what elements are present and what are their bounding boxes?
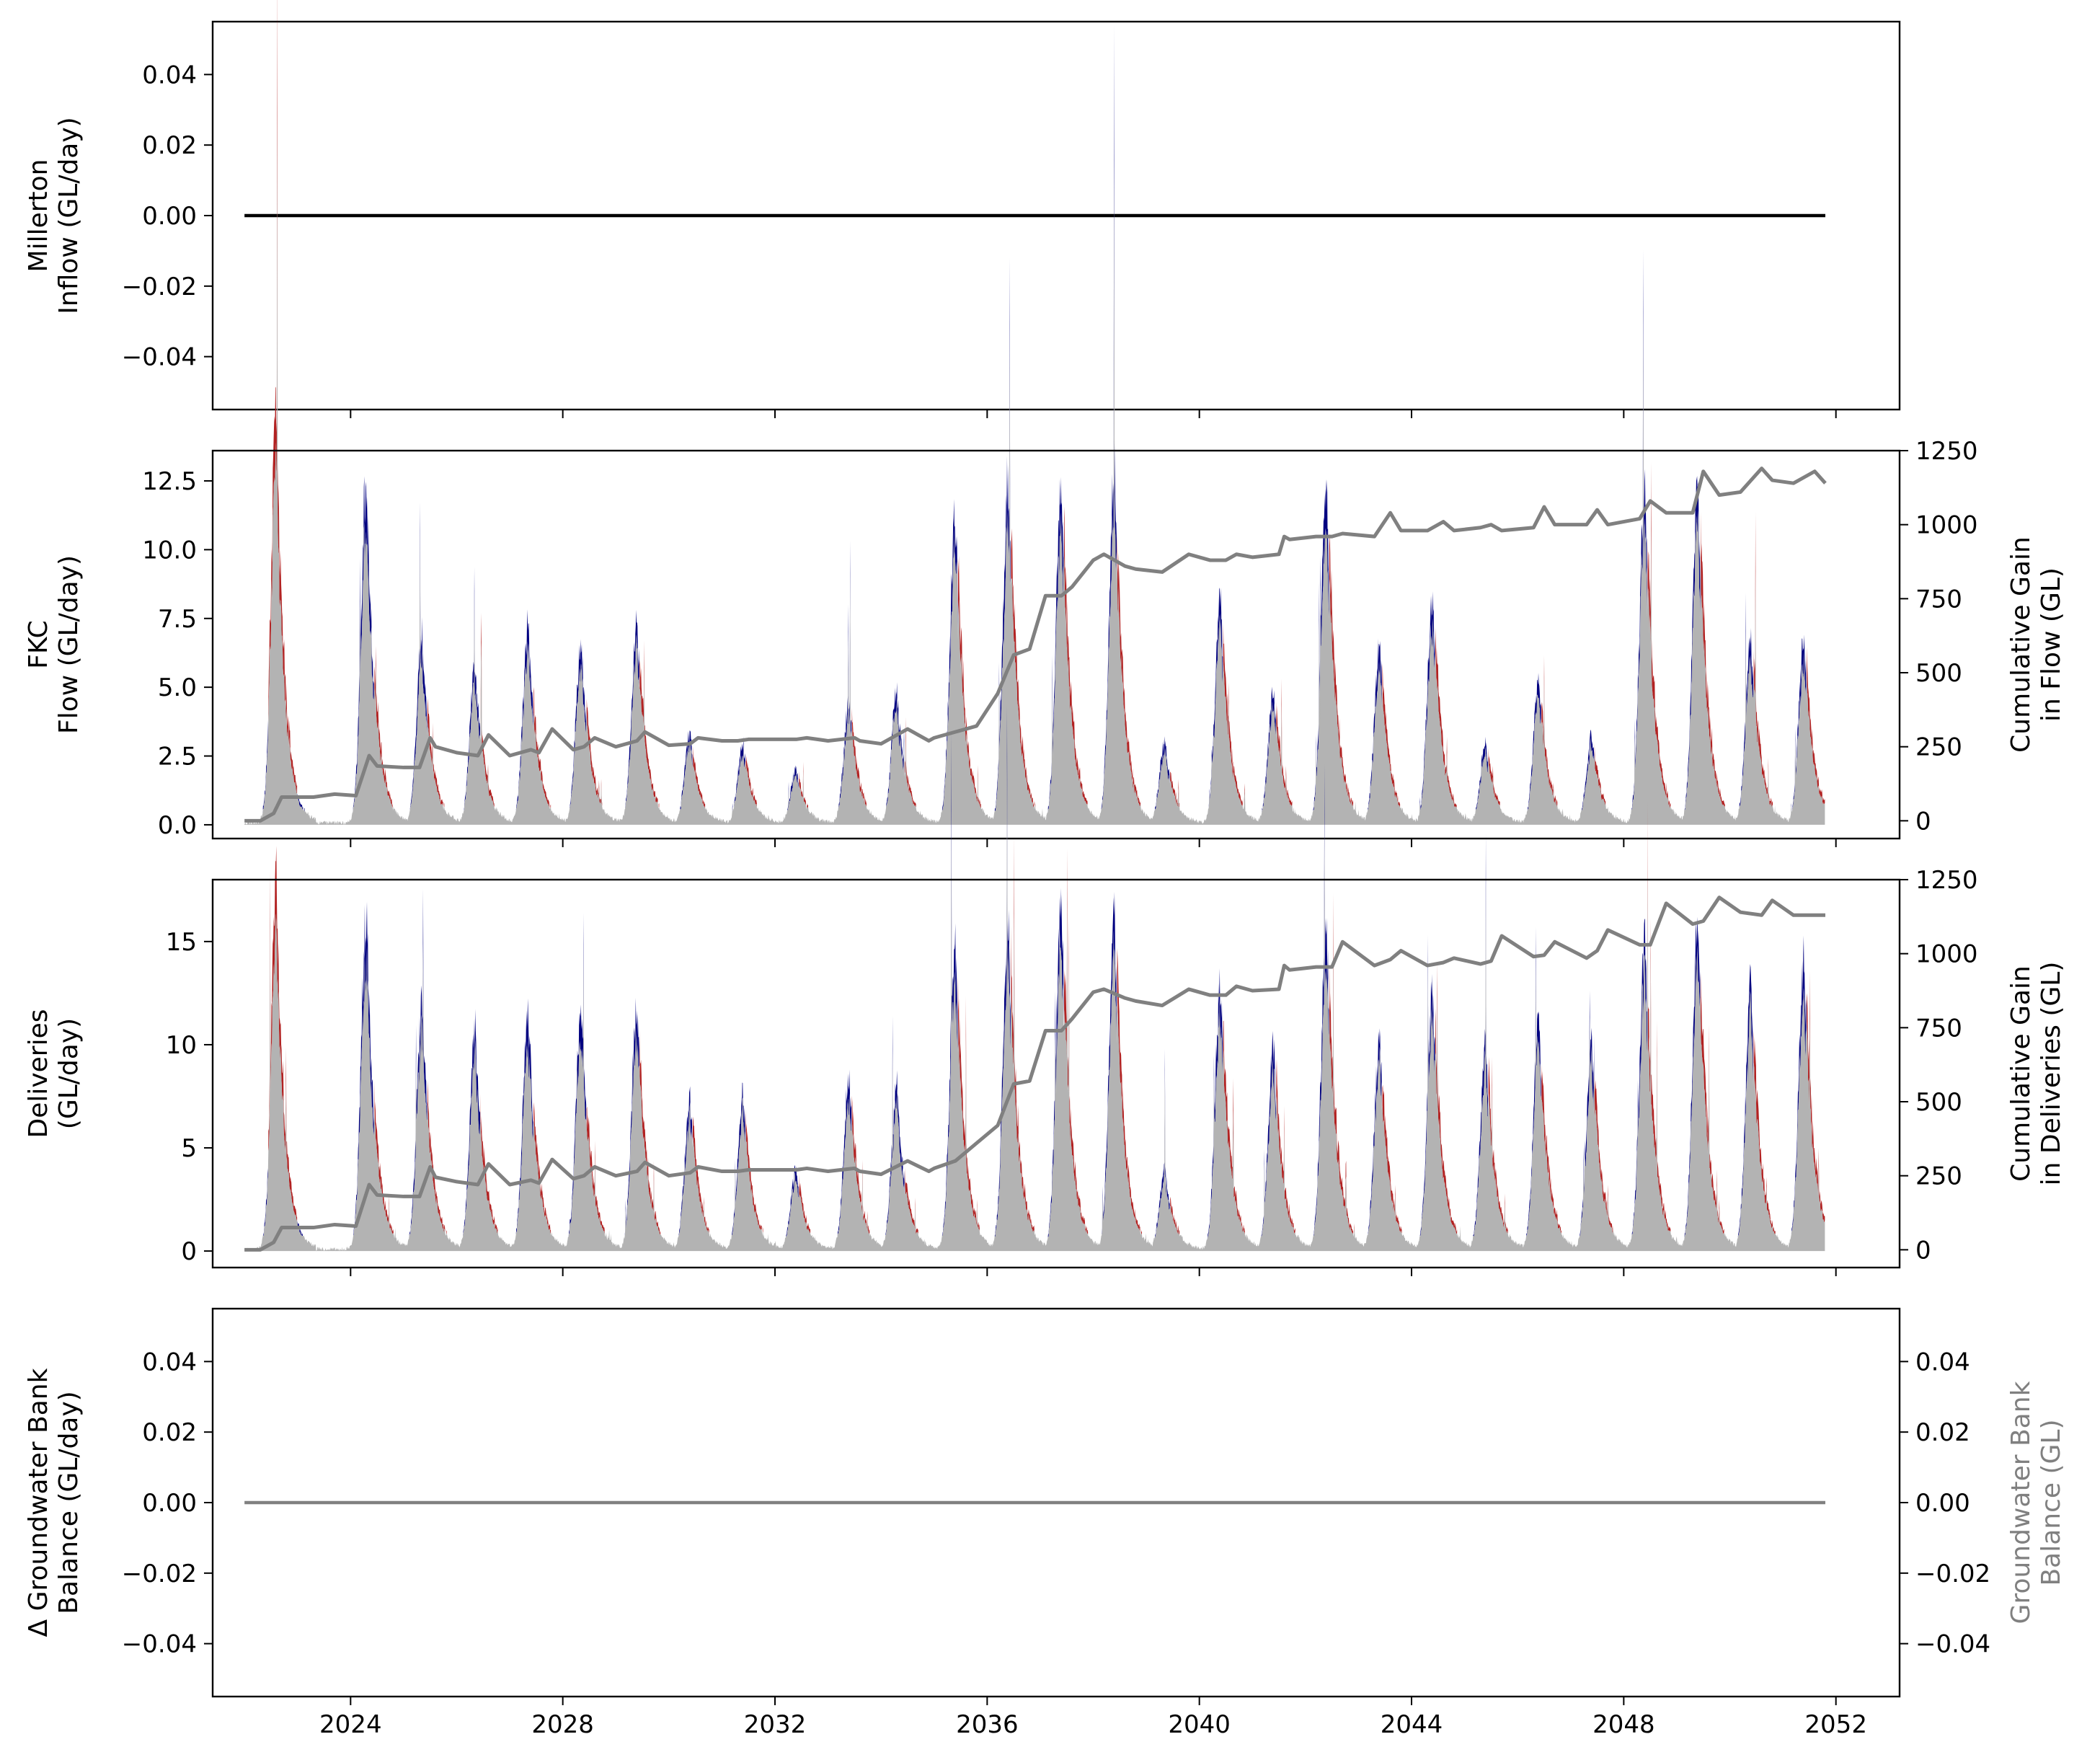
y-tick-label: 0 bbox=[181, 1237, 197, 1266]
y-tick-label: 2.5 bbox=[158, 743, 197, 771]
y2-tick-label: 0.00 bbox=[1915, 1489, 1970, 1518]
y-axis-label: Flow (GL/day) bbox=[54, 555, 84, 734]
y-tick-label: 0.00 bbox=[142, 202, 197, 231]
y-tick-label: 12.5 bbox=[142, 467, 197, 496]
y-tick-label: 0.0 bbox=[158, 811, 197, 840]
y2-tick-label: 750 bbox=[1915, 1014, 1962, 1043]
y2-tick-label: 500 bbox=[1915, 1088, 1962, 1117]
y-tick-label: 0.04 bbox=[142, 61, 197, 89]
y-tick-label: −0.04 bbox=[122, 343, 197, 372]
y2-tick-label: −0.02 bbox=[1915, 1560, 1990, 1588]
y2-tick-label: 1000 bbox=[1915, 511, 1978, 540]
axes-frame bbox=[211, 878, 1901, 1269]
x-tick-label: 2032 bbox=[744, 1710, 807, 1739]
y-tick-label: 10 bbox=[166, 1031, 197, 1060]
y2-tick-label: 250 bbox=[1915, 1162, 1962, 1191]
x-tick-label: 2048 bbox=[1592, 1710, 1655, 1739]
x-tick-label: 2036 bbox=[956, 1710, 1019, 1739]
y-axis-label: (GL/day) bbox=[54, 1018, 84, 1129]
y-axis-label: FKC bbox=[24, 620, 53, 668]
baseline-fill bbox=[244, 117, 1825, 825]
y2-tick-label: 750 bbox=[1915, 585, 1962, 614]
y2-tick-label: −0.04 bbox=[1915, 1630, 1990, 1659]
y2-tick-label: 1250 bbox=[1915, 866, 1978, 895]
y-axis-label: Inflow (GL/day) bbox=[54, 117, 84, 314]
y-tick-label: 5.0 bbox=[158, 673, 197, 702]
cumulative-gain-line bbox=[244, 466, 1827, 823]
deliveries-panel: 0 5 10 15 Deliveries (GL/day) 0 250 500 750 1000 12… bbox=[24, 705, 2066, 1276]
y-tick-label: 7.5 bbox=[158, 605, 197, 634]
fkc-flow-panel: 0.0 2.5 5.0 7.5 10.0 12.5 FKC Flow (GL/day) 0 250… bbox=[24, 0, 2066, 847]
y-tick-label: −0.02 bbox=[122, 1560, 197, 1588]
y-axis-label: Millerton bbox=[24, 159, 53, 273]
y-tick-label: 0.02 bbox=[142, 1418, 197, 1447]
y-axis-label: Δ Groundwater Bank bbox=[24, 1368, 53, 1637]
y-tick-label: −0.02 bbox=[122, 273, 197, 301]
y2-axis-label: in Flow (GL) bbox=[2037, 567, 2066, 722]
flow-fill bbox=[244, 757, 1825, 1252]
loss-band bbox=[268, 0, 1825, 808]
y-tick-label: −0.04 bbox=[122, 1630, 197, 1659]
cumulative-gain-line bbox=[244, 896, 1825, 1252]
y2-axis-label: in Deliveries (GL) bbox=[2037, 962, 2066, 1186]
y-tick-label: 0.00 bbox=[142, 1489, 197, 1518]
y2-tick-label: 250 bbox=[1915, 733, 1962, 762]
y2-tick-label: 0.04 bbox=[1915, 1348, 1970, 1376]
y2-axis-label: Groundwater Bank bbox=[2006, 1381, 2036, 1624]
gain-area bbox=[244, 25, 1807, 825]
x-tick-label: 2040 bbox=[1168, 1710, 1231, 1739]
x-tick-label: 2024 bbox=[319, 1710, 382, 1739]
y-tick-label: 5 bbox=[181, 1134, 197, 1163]
x-tick-label: 2044 bbox=[1381, 1710, 1443, 1739]
axes-frame bbox=[211, 449, 1901, 840]
y-tick-label: 0.04 bbox=[142, 1348, 197, 1376]
y2-tick-label: 1250 bbox=[1915, 437, 1978, 466]
y2-tick-label: 0 bbox=[1915, 807, 1931, 836]
baseline-fill bbox=[244, 757, 1825, 1252]
y2-tick-label: 0 bbox=[1915, 1236, 1931, 1265]
x-tick-label: 2052 bbox=[1804, 1710, 1867, 1739]
gain-band bbox=[244, 25, 1807, 825]
y2-axis-label: Cumulative Gain bbox=[2006, 965, 2036, 1182]
y2-tick-label: 0.02 bbox=[1915, 1418, 1970, 1447]
loss-area bbox=[268, 0, 1825, 808]
y2-tick-label: 1000 bbox=[1915, 940, 1978, 969]
y-tick-label: 0.02 bbox=[142, 131, 197, 160]
y2-axis-label: Cumulative Gain bbox=[2006, 536, 2036, 753]
y2-axis-label: Balance (GL) bbox=[2037, 1419, 2066, 1586]
y-tick-label: 10.0 bbox=[142, 536, 197, 565]
groundwater-bank-panel: 2024 2028 2032 2036 2040 2044 2048 2052 −0.04 −0.… bbox=[24, 1307, 2066, 1739]
y-axis-label: Deliveries bbox=[24, 1009, 53, 1138]
y-tick-label: 15 bbox=[166, 928, 197, 957]
millerton-inflow-panel: −0.04 −0.02 0.00 0.02 0.04 Millerton Inflow (G… bbox=[24, 20, 1901, 418]
flow-fill bbox=[244, 117, 1825, 825]
x-tick-label: 2028 bbox=[531, 1710, 594, 1739]
y-axis-label: Balance (GL/day) bbox=[54, 1391, 84, 1614]
y2-tick-label: 500 bbox=[1915, 659, 1962, 688]
